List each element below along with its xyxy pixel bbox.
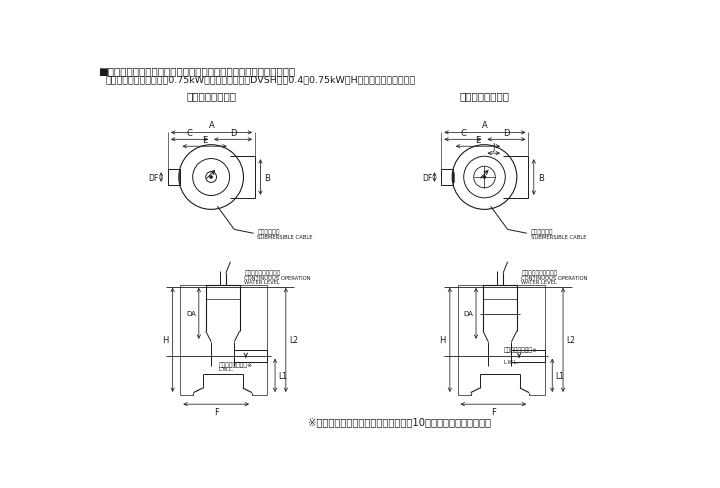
- Text: 非自動形（異電圧仕様0.75kW以下及び高温仕様DVSH型の0.4、0.75kWはH寸法が異なります。）: 非自動形（異電圧仕様0.75kW以下及び高温仕様DVSH型の0.4、0.75kW…: [106, 76, 415, 84]
- Bar: [441, 170, 453, 185]
- Text: DA: DA: [464, 311, 474, 317]
- Text: 連続運転可能最低水位: 連続運転可能最低水位: [521, 269, 558, 275]
- Text: A: A: [482, 121, 487, 130]
- Text: L.W.L.: L.W.L.: [219, 366, 234, 372]
- Text: WATER LEVEL: WATER LEVEL: [244, 280, 280, 285]
- Text: DA: DA: [186, 311, 197, 317]
- Text: DF: DF: [422, 173, 432, 182]
- Text: 水中ケーブル: 水中ケーブル: [531, 229, 553, 234]
- Text: L2: L2: [289, 336, 298, 345]
- Text: C: C: [186, 129, 192, 138]
- Text: D: D: [230, 129, 236, 138]
- Text: CONTINUOUS OPERATION: CONTINUOUS OPERATION: [521, 275, 588, 280]
- Text: DF: DF: [148, 173, 159, 182]
- Text: ■外形寸法図　計画・実施に際しては納入仕様書をご請求ください。: ■外形寸法図 計画・実施に際しては納入仕様書をご請求ください。: [98, 66, 295, 76]
- Text: J: J: [492, 142, 495, 152]
- Text: F: F: [491, 407, 496, 416]
- Bar: [168, 170, 179, 185]
- Text: ※　運転可能最低水位での運転時間は10分以内にしてください。: ※ 運転可能最低水位での運転時間は10分以内にしてください。: [308, 417, 491, 427]
- Circle shape: [483, 176, 486, 179]
- Text: 運転可能最低水位※: 運転可能最低水位※: [219, 362, 253, 367]
- Text: 水中ケーブル: 水中ケーブル: [257, 229, 280, 234]
- Text: 吐出し曲管分割形: 吐出し曲管分割形: [459, 91, 510, 101]
- Text: E: E: [475, 136, 480, 144]
- Text: H: H: [163, 336, 168, 345]
- Text: L1: L1: [555, 371, 564, 380]
- Text: E: E: [202, 136, 207, 144]
- Circle shape: [210, 176, 212, 179]
- Text: A: A: [209, 121, 215, 130]
- Text: L1: L1: [278, 371, 287, 380]
- Text: SUBMERSIBLE CABLE: SUBMERSIBLE CABLE: [257, 234, 313, 239]
- Text: F: F: [214, 407, 219, 416]
- Text: H: H: [440, 336, 446, 345]
- Text: 連続運転可能最低水位: 連続運転可能最低水位: [244, 269, 281, 275]
- Text: CONTINUOUS OPERATION: CONTINUOUS OPERATION: [244, 275, 311, 280]
- Text: C: C: [460, 129, 466, 138]
- Text: SUBMERSIBLE CABLE: SUBMERSIBLE CABLE: [531, 234, 586, 239]
- Text: 運転可能最低水位※: 運転可能最低水位※: [504, 346, 538, 352]
- Text: 吐出し曲管一体形: 吐出し曲管一体形: [186, 91, 236, 101]
- Text: B: B: [264, 173, 270, 182]
- Text: L.W.L.: L.W.L.: [504, 359, 519, 364]
- Text: B: B: [538, 173, 544, 182]
- Text: L2: L2: [566, 336, 575, 345]
- Text: WATER LEVEL: WATER LEVEL: [521, 280, 557, 285]
- Text: D: D: [503, 129, 510, 138]
